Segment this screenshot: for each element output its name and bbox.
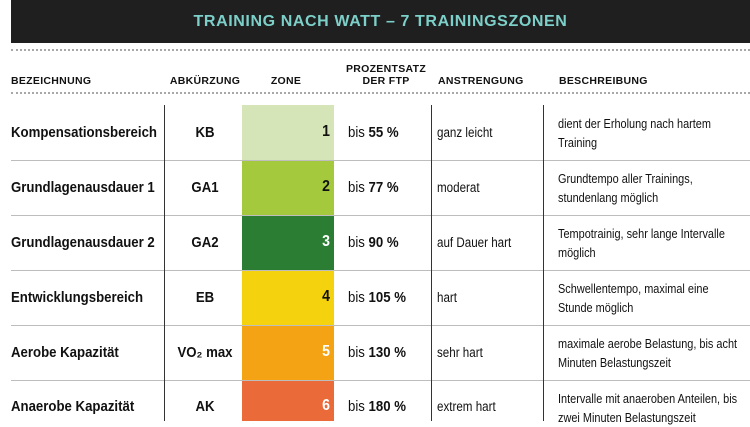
ftp-prefix: bis <box>348 124 365 141</box>
row-description: maximale aerobe Belastung, bis acht Minut… <box>558 334 739 372</box>
page-title: TRAINING NACH WATT – 7 TRAININGSZONEN <box>193 12 568 30</box>
ftp-value: 90 % <box>368 234 399 251</box>
zone-strip-3 <box>242 215 334 270</box>
row-ftp: bis 77 % <box>348 179 399 196</box>
divider-top <box>11 49 750 51</box>
ftp-prefix: bis <box>348 179 365 196</box>
ftp-prefix: bis <box>348 234 365 251</box>
header-description: BESCHREIBUNG <box>559 75 648 87</box>
row-abbr: GA2 <box>191 234 219 251</box>
desc-line: zwei Minuten Belastungszeit <box>558 410 696 425</box>
zone-strip-4 <box>242 270 334 325</box>
row-name: Kompensationsbereich <box>11 124 157 141</box>
row-zone: 2 <box>322 178 330 195</box>
zone-strip-1 <box>242 105 334 160</box>
row-ftp: bis 105 % <box>348 289 406 306</box>
desc-line: maximale aerobe Belastung, bis acht <box>558 336 738 351</box>
header-ftp: PROZENTSATZ DER FTP <box>336 63 436 87</box>
row-description: Tempotrainig, sehr lange Intervalle mögli… <box>558 224 739 262</box>
row-separator <box>11 215 750 216</box>
header-ftp-line1: PROZENTSATZ <box>345 63 427 75</box>
row-abbr: KB <box>195 124 215 141</box>
ftp-value: 55 % <box>368 124 399 141</box>
row-effort: auf Dauer hart <box>437 235 512 250</box>
zone-strip-2 <box>242 160 334 215</box>
row-separator <box>11 160 750 161</box>
row-zone: 6 <box>322 397 330 414</box>
desc-line: dient der Erholung nach hartem <box>558 116 711 131</box>
row-effort: extrem hart <box>437 399 496 414</box>
row-abbr: AK <box>195 398 215 415</box>
title-bar: TRAINING NACH WATT – 7 TRAININGSZONEN <box>11 0 750 43</box>
ftp-value: 77 % <box>368 179 399 196</box>
header-ftp-line2: DER FTP <box>362 75 410 87</box>
ftp-value: 105 % <box>368 289 406 306</box>
row-description: Grundtempo aller Trainings, stundenlang m… <box>558 169 739 207</box>
row-zone: 5 <box>322 343 330 360</box>
row-zone: 4 <box>322 288 330 305</box>
zone-strip-6 <box>242 380 334 421</box>
desc-line: Stunde möglich <box>558 300 634 315</box>
row-description: Schwellentempo, maximal eine Stunde mögli… <box>558 279 739 317</box>
ftp-prefix: bis <box>348 289 365 306</box>
row-name: Grundlagenausdauer 1 <box>11 179 155 196</box>
row-name: Aerobe Kapazität <box>11 344 119 361</box>
desc-line: Training <box>558 135 598 150</box>
desc-line: Schwellentempo, maximal eine <box>558 281 709 296</box>
desc-line: möglich <box>558 245 596 260</box>
header-effort: ANSTRENGUNG <box>438 75 524 87</box>
row-name: Anaerobe Kapazität <box>11 398 135 415</box>
desc-line: Tempotrainig, sehr lange Intervalle <box>558 226 725 241</box>
row-description: Intervalle mit anaeroben Anteilen, bis zw… <box>558 389 739 427</box>
column-line <box>164 105 165 421</box>
row-ftp: bis 55 % <box>348 124 399 141</box>
row-effort: moderat <box>437 180 480 195</box>
row-ftp: bis 130 % <box>348 344 406 361</box>
desc-line: stundenlang möglich <box>558 190 659 205</box>
desc-line: Grundtempo aller Trainings, <box>558 171 693 186</box>
row-effort: hart <box>437 290 458 305</box>
header-abbr: ABKÜRZUNG <box>169 75 241 87</box>
row-abbr: VO₂ max <box>177 344 233 361</box>
row-name: Grundlagenausdauer 2 <box>11 234 155 251</box>
ftp-value: 130 % <box>368 344 406 361</box>
row-name: Entwicklungsbereich <box>11 289 144 306</box>
row-separator <box>11 270 750 271</box>
column-line <box>543 105 544 421</box>
row-abbr: GA1 <box>191 179 219 196</box>
row-effort: sehr hart <box>437 345 483 360</box>
row-separator <box>11 380 750 381</box>
row-zone: 3 <box>322 233 330 250</box>
row-effort: ganz leicht <box>437 125 493 140</box>
row-zone: 1 <box>322 123 330 140</box>
divider-header <box>11 92 750 94</box>
row-description: dient der Erholung nach hartem Training <box>558 114 739 152</box>
ftp-prefix: bis <box>348 344 365 361</box>
row-separator <box>11 325 750 326</box>
desc-line: Intervalle mit anaeroben Anteilen, bis <box>558 391 738 406</box>
ftp-value: 180 % <box>368 398 406 415</box>
desc-line: Minuten Belastungszeit <box>558 355 671 370</box>
row-ftp: bis 180 % <box>348 398 406 415</box>
column-line <box>431 105 432 421</box>
header-name: BEZEICHNUNG <box>11 75 92 87</box>
row-ftp: bis 90 % <box>348 234 399 251</box>
zone-strip-5 <box>242 325 334 380</box>
ftp-prefix: bis <box>348 398 365 415</box>
row-abbr: EB <box>195 289 215 306</box>
header-zone: ZONE <box>270 75 302 87</box>
